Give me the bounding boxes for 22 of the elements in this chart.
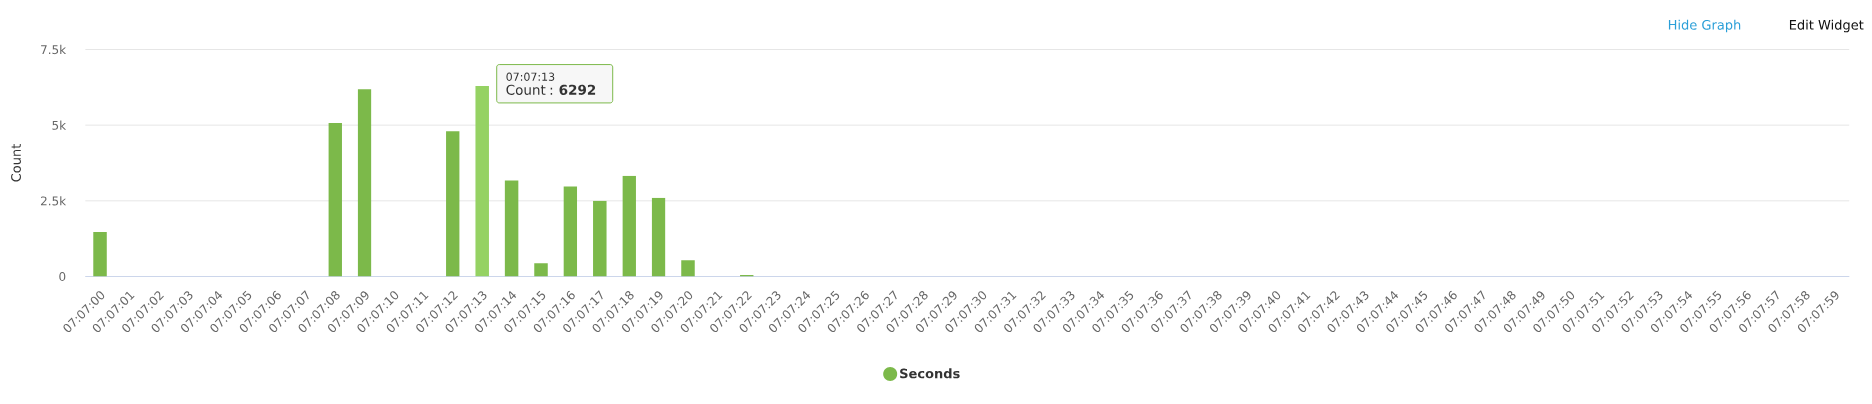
bar — [504, 180, 519, 277]
annotation: 07:07:13 — [506, 72, 555, 81]
text: Hide Graph — [1668, 19, 1741, 33]
annotation: Count : 6292 — [506, 84, 596, 95]
bar — [357, 89, 372, 277]
bar — [475, 86, 489, 277]
y-tick-label: 7.5k — [41, 44, 67, 55]
bar — [622, 175, 636, 277]
legend-label: Seconds — [900, 368, 960, 379]
y-tick-label: 2.5k — [40, 196, 67, 206]
bar — [328, 123, 342, 277]
text: Edit Widget — [1789, 19, 1864, 33]
bar — [93, 232, 107, 277]
y-tick-label: 0 — [59, 271, 66, 282]
bar — [681, 260, 695, 277]
y-tick-label: 5k — [52, 120, 67, 130]
bar — [446, 131, 460, 277]
bar — [651, 197, 666, 277]
bar — [593, 200, 607, 277]
y-axis-title: Count — [11, 144, 21, 182]
bar — [563, 186, 578, 277]
bar — [534, 263, 548, 277]
